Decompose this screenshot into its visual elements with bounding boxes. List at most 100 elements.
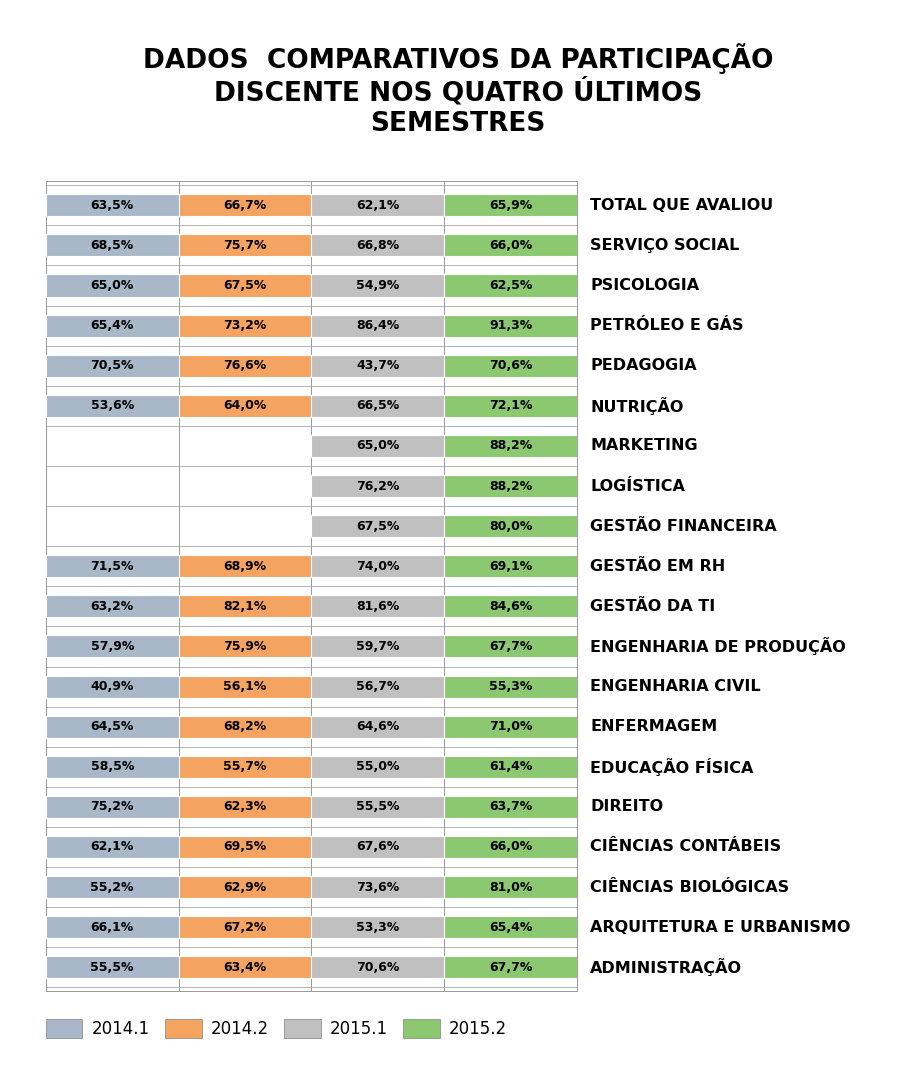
Bar xyxy=(179,876,311,899)
Text: 67,5%: 67,5% xyxy=(356,519,399,533)
Bar xyxy=(46,796,179,818)
Text: 53,3%: 53,3% xyxy=(356,921,399,934)
Text: 63,7%: 63,7% xyxy=(489,801,532,813)
Text: 91,3%: 91,3% xyxy=(489,319,532,333)
Bar xyxy=(179,274,311,296)
Bar xyxy=(311,355,444,376)
Bar xyxy=(444,274,577,296)
Text: 56,7%: 56,7% xyxy=(356,680,399,693)
Bar xyxy=(444,876,577,899)
Bar xyxy=(46,676,179,697)
Text: ENFERMAGEM: ENFERMAGEM xyxy=(591,720,717,734)
Text: 84,6%: 84,6% xyxy=(489,600,532,613)
Bar xyxy=(179,194,311,216)
Bar xyxy=(46,876,179,899)
Bar xyxy=(179,355,311,376)
Bar xyxy=(311,314,444,337)
Bar xyxy=(46,836,179,858)
Text: 65,4%: 65,4% xyxy=(489,921,532,934)
Bar xyxy=(179,235,311,257)
Text: 70,6%: 70,6% xyxy=(356,960,399,974)
Text: 75,7%: 75,7% xyxy=(224,239,267,252)
Text: PEDAGOGIA: PEDAGOGIA xyxy=(591,358,697,373)
Text: 64,6%: 64,6% xyxy=(356,721,399,733)
Text: PETRÓLEO E GÁS: PETRÓLEO E GÁS xyxy=(591,318,744,333)
Text: 73,6%: 73,6% xyxy=(356,881,399,893)
Text: 62,5%: 62,5% xyxy=(489,279,532,292)
Bar xyxy=(179,916,311,938)
Text: 69,1%: 69,1% xyxy=(489,560,532,572)
Bar xyxy=(444,515,577,537)
Text: 75,2%: 75,2% xyxy=(91,801,134,813)
Text: 65,0%: 65,0% xyxy=(91,279,134,292)
Text: 67,7%: 67,7% xyxy=(489,640,532,653)
Text: 65,0%: 65,0% xyxy=(356,439,399,452)
Text: DADOS  COMPARATIVOS DA PARTICIPAÇÃO
DISCENTE NOS QUATRO ÚLTIMOS
SEMESTRES: DADOS COMPARATIVOS DA PARTICIPAÇÃO DISCE… xyxy=(143,43,773,136)
Bar xyxy=(179,635,311,658)
Bar xyxy=(311,394,444,417)
Text: TOTAL QUE AVALIOU: TOTAL QUE AVALIOU xyxy=(591,198,774,213)
Bar xyxy=(179,676,311,697)
Bar xyxy=(179,756,311,778)
Bar xyxy=(179,314,311,337)
Text: 63,5%: 63,5% xyxy=(91,198,134,212)
Bar xyxy=(311,916,444,938)
Text: 62,1%: 62,1% xyxy=(356,198,399,212)
Text: 65,4%: 65,4% xyxy=(91,319,134,333)
Text: 76,6%: 76,6% xyxy=(224,359,267,372)
Text: 65,9%: 65,9% xyxy=(489,198,532,212)
Text: NUTRIÇÃO: NUTRIÇÃO xyxy=(591,397,683,415)
Bar xyxy=(46,555,179,578)
Text: 2015.1: 2015.1 xyxy=(330,1020,387,1037)
Text: PSICOLOGIA: PSICOLOGIA xyxy=(591,278,700,293)
Text: EDUCAÇÃO FÍSICA: EDUCAÇÃO FÍSICA xyxy=(591,758,754,776)
Bar xyxy=(46,235,179,257)
Bar xyxy=(311,876,444,899)
Text: 55,2%: 55,2% xyxy=(91,881,134,893)
Text: 61,4%: 61,4% xyxy=(489,760,532,773)
Bar xyxy=(444,756,577,778)
Text: 67,7%: 67,7% xyxy=(489,960,532,974)
Text: 75,9%: 75,9% xyxy=(224,640,267,653)
Text: SERVIÇO SOCIAL: SERVIÇO SOCIAL xyxy=(591,238,740,253)
Bar xyxy=(444,676,577,697)
Bar xyxy=(444,796,577,818)
Bar xyxy=(311,274,444,296)
Text: ENGENHARIA CIVIL: ENGENHARIA CIVIL xyxy=(591,679,761,694)
Text: 86,4%: 86,4% xyxy=(356,319,399,333)
Text: 43,7%: 43,7% xyxy=(356,359,399,372)
Bar xyxy=(444,635,577,658)
Text: 55,5%: 55,5% xyxy=(91,960,134,974)
Text: 82,1%: 82,1% xyxy=(224,600,267,613)
Text: 68,9%: 68,9% xyxy=(224,560,267,572)
Text: 62,1%: 62,1% xyxy=(91,840,134,854)
Bar xyxy=(311,756,444,778)
Text: 2015.2: 2015.2 xyxy=(449,1020,507,1037)
Bar xyxy=(444,836,577,858)
Text: 56,1%: 56,1% xyxy=(224,680,267,693)
Text: 66,8%: 66,8% xyxy=(356,239,399,252)
Text: 63,2%: 63,2% xyxy=(91,600,134,613)
Text: 55,5%: 55,5% xyxy=(356,801,399,813)
Bar xyxy=(46,194,179,216)
Bar xyxy=(311,836,444,858)
Text: 81,0%: 81,0% xyxy=(489,881,532,893)
Text: CIÊNCIAS CONTÁBEIS: CIÊNCIAS CONTÁBEIS xyxy=(591,840,781,855)
Text: 68,5%: 68,5% xyxy=(91,239,134,252)
Text: 72,1%: 72,1% xyxy=(489,400,532,413)
Text: 66,5%: 66,5% xyxy=(356,400,399,413)
Bar xyxy=(311,235,444,257)
Bar xyxy=(179,796,311,818)
Text: 66,0%: 66,0% xyxy=(489,239,532,252)
Bar xyxy=(179,394,311,417)
Text: GESTÃO FINANCEIRA: GESTÃO FINANCEIRA xyxy=(591,519,777,534)
Text: 67,2%: 67,2% xyxy=(224,921,267,934)
Bar xyxy=(444,235,577,257)
Bar xyxy=(444,595,577,617)
Text: 62,9%: 62,9% xyxy=(224,881,267,893)
Text: 74,0%: 74,0% xyxy=(356,560,399,572)
Text: 71,0%: 71,0% xyxy=(489,721,532,733)
Bar xyxy=(444,956,577,979)
Bar xyxy=(444,555,577,578)
Text: MARKETING: MARKETING xyxy=(591,438,698,453)
